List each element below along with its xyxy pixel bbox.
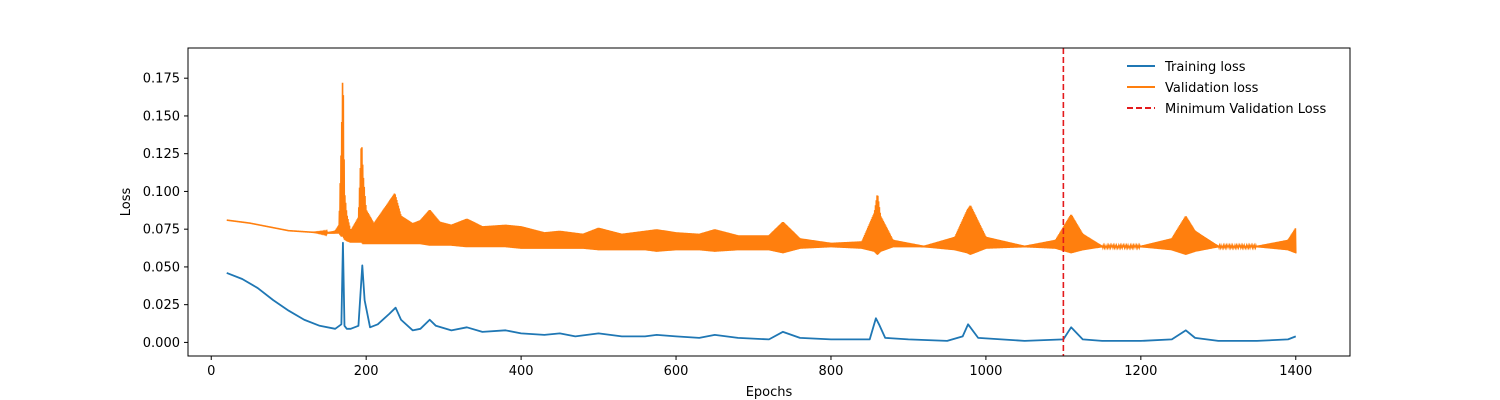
series-line-validation-loss	[226, 82, 1297, 255]
legend-label-validation-loss: Validation loss	[1165, 81, 1259, 96]
axes: 0 200 400 600 800 1000 1200 1400 0.000 0.025 0.050…	[143, 72, 1313, 379]
plot-area	[226, 48, 1297, 356]
y-tick-label: 0.125	[143, 147, 180, 162]
x-tick-label: 600	[664, 364, 689, 379]
x-tick-label: 1200	[1124, 364, 1157, 379]
x-axis-label: Epochs	[746, 385, 793, 400]
legend-label-training-loss: Training loss	[1164, 60, 1246, 75]
x-tick-label: 400	[509, 364, 534, 379]
x-tick-label: 800	[819, 364, 844, 379]
x-tick-label: 0	[207, 364, 215, 379]
y-axis-label: Loss	[119, 188, 134, 217]
y-tick-label: 0.100	[143, 185, 180, 200]
x-tick-label: 1000	[969, 364, 1002, 379]
y-tick-label: 0.000	[143, 336, 180, 351]
y-tick-label: 0.175	[143, 72, 180, 87]
legend: Training loss Validation loss Minimum Va…	[1127, 60, 1326, 117]
y-tick-label: 0.150	[143, 109, 180, 124]
y-tick-label: 0.025	[143, 298, 180, 313]
x-tick-label: 1400	[1279, 364, 1312, 379]
x-tick-label: 200	[354, 364, 379, 379]
axes-frame	[187, 47, 1351, 357]
y-tick-label: 0.050	[143, 260, 180, 275]
y-tick-label: 0.075	[143, 223, 180, 238]
series-line-training-loss	[226, 241, 1297, 342]
legend-label-minimum-validation-loss: Minimum Validation Loss	[1165, 102, 1326, 117]
